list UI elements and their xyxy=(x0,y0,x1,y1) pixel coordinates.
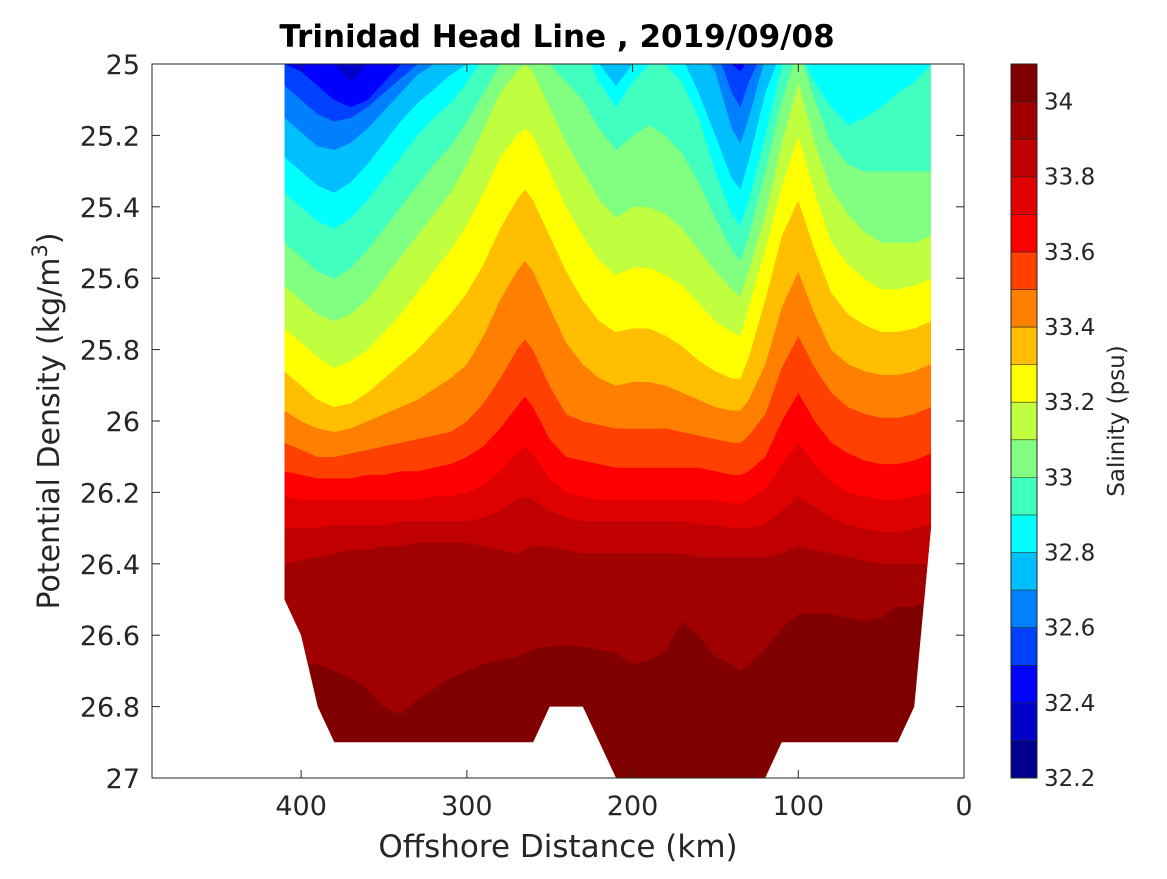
colorbar-tick-label: 33.6 xyxy=(1044,240,1095,266)
y-axis-label: Potential Density (kg/m3) xyxy=(28,232,67,609)
x-tick-label: 200 xyxy=(607,791,659,822)
contour-band-32.8 xyxy=(284,64,931,193)
colorbar-tick-label: 32.8 xyxy=(1044,541,1095,567)
contour-band-32.9 xyxy=(284,64,931,229)
colorbar-tick-label: 33 xyxy=(1044,465,1073,491)
colorbar-block xyxy=(1011,327,1037,366)
colorbar-block xyxy=(1011,402,1037,441)
y-tick-label: 26.6 xyxy=(80,621,140,652)
colorbar-block xyxy=(1011,251,1037,290)
colorbar-ticks: 32.2 32.4 32.6 32.8 33 33.2 33.4 33.6 33.8 34 xyxy=(1044,90,1095,792)
salinity-contour-bands xyxy=(284,64,931,778)
y-axis-label-superscript: 3 xyxy=(28,244,52,257)
y-tick-label: 26 xyxy=(106,407,140,438)
colorbar-block xyxy=(1011,552,1037,591)
colorbar-tick-label: 33.4 xyxy=(1044,315,1095,341)
colorbar-block xyxy=(1011,702,1037,741)
y-tick-label: 25 xyxy=(106,50,140,81)
y-tick-label: 25.4 xyxy=(80,193,140,224)
colorbar-tick-label: 34 xyxy=(1044,90,1073,116)
x-tick-label: 400 xyxy=(275,791,327,822)
contour-band-32.7 xyxy=(284,64,931,150)
colorbar-block xyxy=(1011,477,1037,516)
colorbar-block xyxy=(1011,214,1037,253)
y-tick-label: 25.8 xyxy=(80,336,140,367)
colorbar-tick-label: 32.2 xyxy=(1044,766,1095,792)
y-tick-label: 26.8 xyxy=(80,693,140,724)
y-axis-label-close: ) xyxy=(32,232,67,244)
colorbar-block xyxy=(1011,665,1037,704)
colorbar-block xyxy=(1011,176,1037,215)
x-tick-label: 0 xyxy=(955,791,972,822)
colorbar-block xyxy=(1011,740,1037,779)
chart-title: Trinidad Head Line , 2019/09/08 xyxy=(279,19,834,55)
y-tick-label: 27 xyxy=(106,764,140,795)
colorbar-block xyxy=(1011,289,1037,328)
contour-band-32.5 xyxy=(284,64,931,108)
colorbar-block xyxy=(1011,627,1037,666)
colorbar-block xyxy=(1011,590,1037,629)
colorbar-block xyxy=(1011,364,1037,403)
colorbar-tick-label: 32.4 xyxy=(1044,691,1095,717)
y-tick-label: 26.4 xyxy=(80,550,140,581)
colorbar-tick-label: 32.6 xyxy=(1044,616,1095,642)
colorbar-tick-label: 33.2 xyxy=(1044,390,1095,416)
contour-band-32.6 xyxy=(284,64,931,122)
colorbar-block xyxy=(1011,439,1037,478)
y-tick-label: 25.6 xyxy=(80,264,140,295)
colorbar-frame xyxy=(1010,63,1038,779)
y-tick-label: 25.2 xyxy=(80,121,140,152)
x-tick-label: 100 xyxy=(773,791,825,822)
plot-area: 400 300 200 100 0 25 25.2 25.4 25.6 25.8 26 26.2 26… xyxy=(80,50,973,822)
y-tick-label: 26.2 xyxy=(80,478,140,509)
y-axis-label-main: Potential Density (kg/m xyxy=(32,258,67,610)
colorbar-block xyxy=(1011,101,1037,140)
colorbar: 32.2 32.4 32.6 32.8 33 33.2 33.4 33.6 33.8 34 Sal… xyxy=(1010,63,1130,792)
colorbar-label: Salinity (psu) xyxy=(1104,345,1130,497)
x-tick-label: 300 xyxy=(441,791,493,822)
x-axis-ticks: 400 300 200 100 0 xyxy=(275,64,973,822)
y-axis-ticks: 25 25.2 25.4 25.6 25.8 26 26.2 26.4 26.6 26.8 27 xyxy=(80,50,964,795)
colorbar-block xyxy=(1011,514,1037,554)
x-axis-label: Offshore Distance (km) xyxy=(378,829,737,865)
colorbar-blocks xyxy=(1011,63,1037,779)
colorbar-block xyxy=(1011,64,1037,103)
colorbar-tick-label: 33.8 xyxy=(1044,165,1095,191)
colorbar-block xyxy=(1011,139,1037,178)
